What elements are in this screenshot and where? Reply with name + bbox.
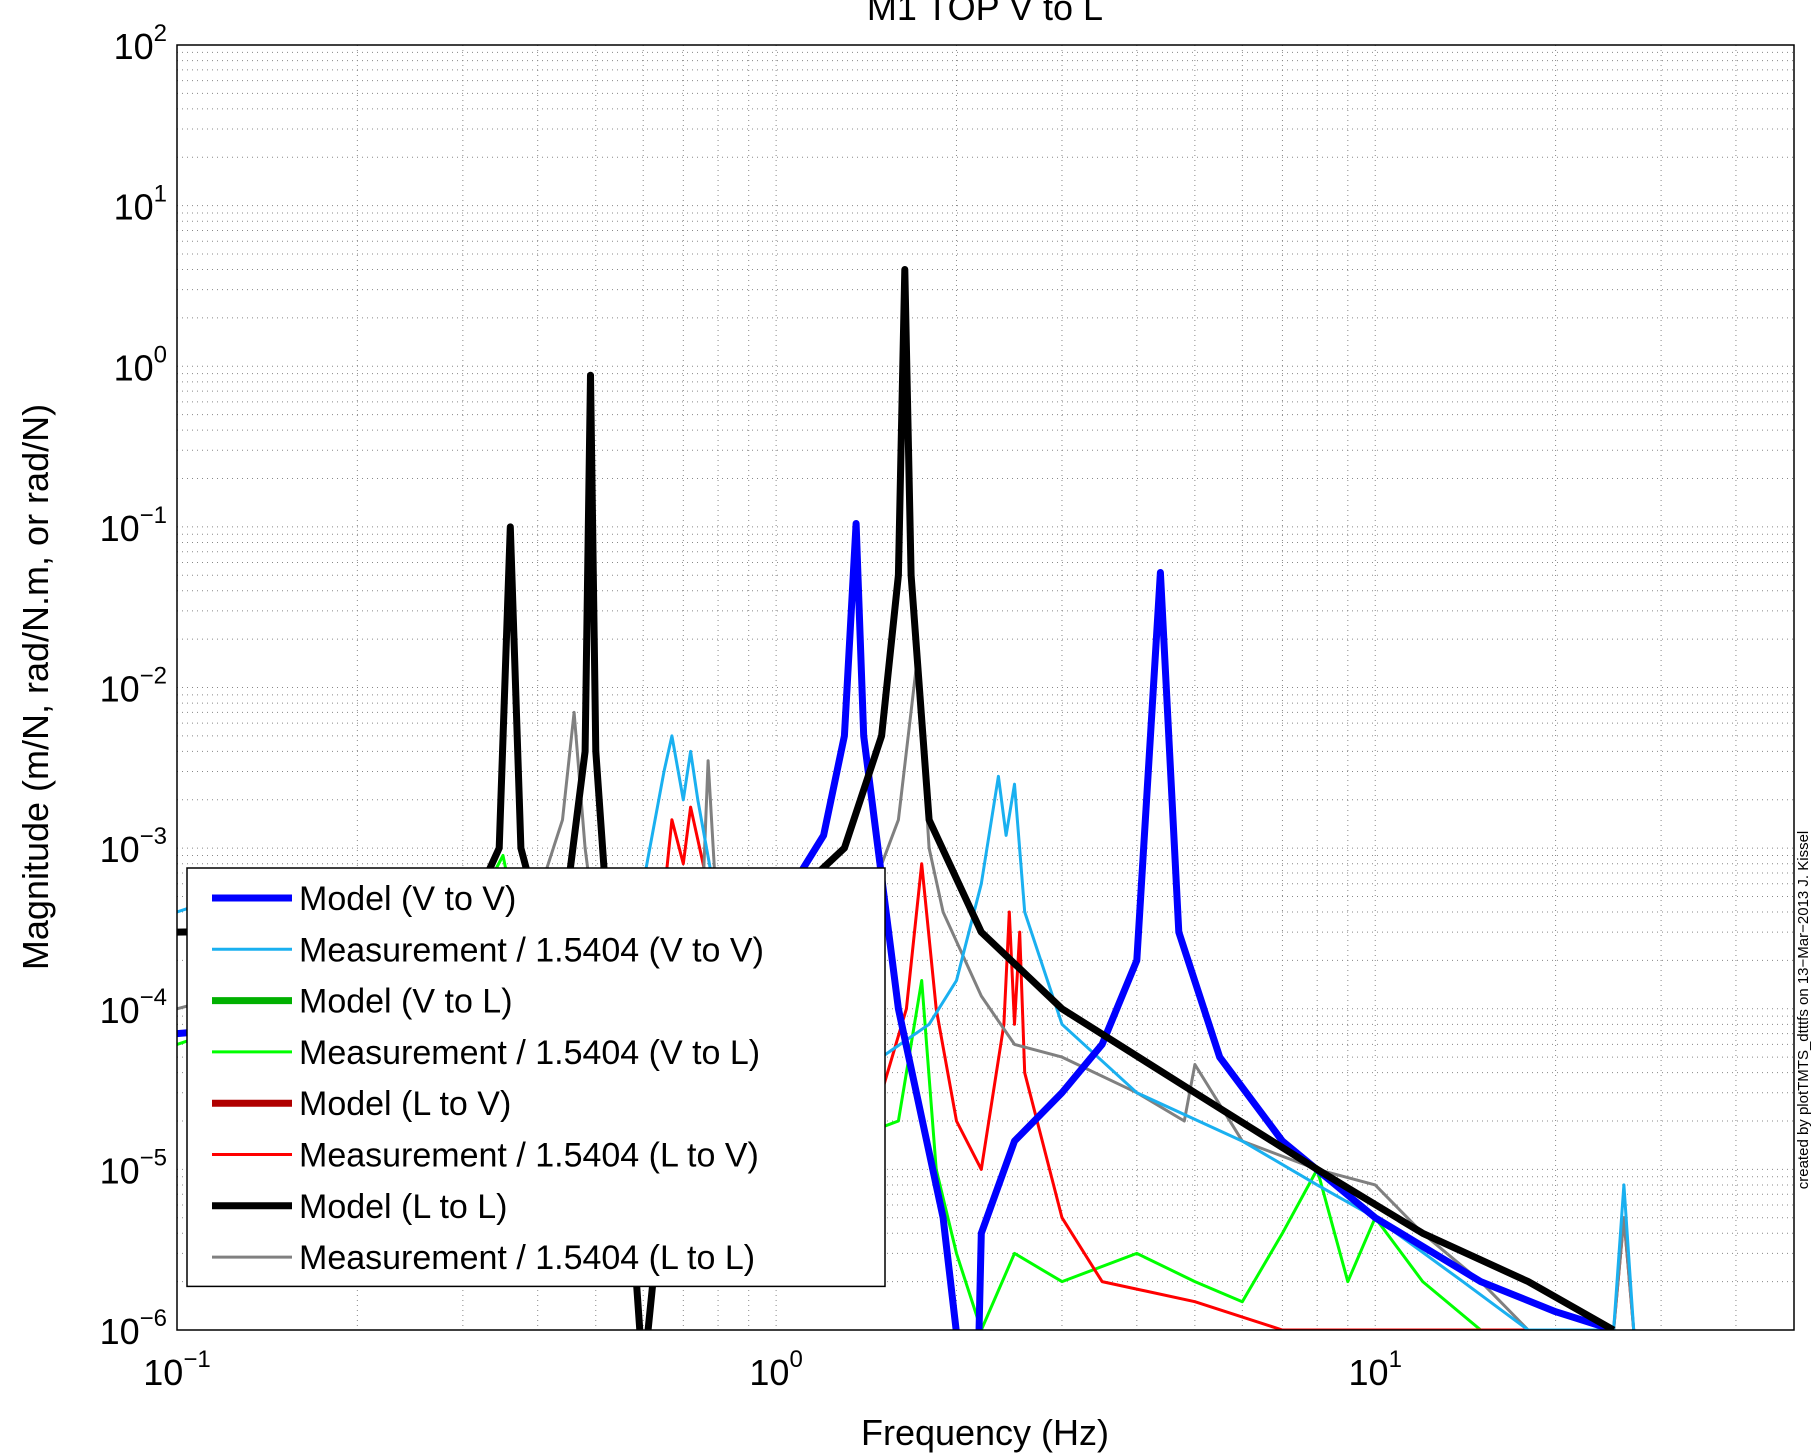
- legend-label: Model (L to L): [299, 1188, 508, 1226]
- y-tick-label: 10−6: [100, 1305, 167, 1352]
- legend-label: Model (L to V): [299, 1085, 511, 1123]
- x-tick-label: 10−1: [143, 1346, 210, 1393]
- plot-frame: [176, 44, 1795, 1331]
- chart-title: M1 TOP V to L: [867, 0, 1103, 28]
- y-axis-label: Magnitude (m/N, rad/N.m, or rad/N): [15, 404, 56, 970]
- legend-label: Measurement / 1.5404 (L to L): [299, 1239, 755, 1277]
- series-line-model-v-to-v: [177, 520, 1615, 1330]
- legend-label: Measurement / 1.5404 (V to L): [299, 1034, 760, 1072]
- legend-label: Measurement / 1.5404 (V to V): [299, 931, 764, 969]
- credit-annotation: created by plotTMTS_dtttfs on 13−Mar−201…: [1795, 831, 1812, 1190]
- legend-label: Model (V to V): [299, 880, 516, 918]
- legend-box: [186, 867, 886, 1288]
- legend-label: Model (V to L): [299, 983, 513, 1021]
- y-tick-label: 101: [114, 181, 167, 228]
- x-axis-label: Frequency (Hz): [861, 1412, 1109, 1453]
- y-tick-label: 10−3: [100, 823, 167, 870]
- legend-label: Measurement / 1.5404 (L to V): [299, 1137, 759, 1175]
- x-tick-label: 100: [749, 1346, 802, 1393]
- y-tick-label: 10−4: [100, 984, 167, 1031]
- legend: Model (V to V) Measurement / 1.5404 (V to…: [186, 867, 886, 1288]
